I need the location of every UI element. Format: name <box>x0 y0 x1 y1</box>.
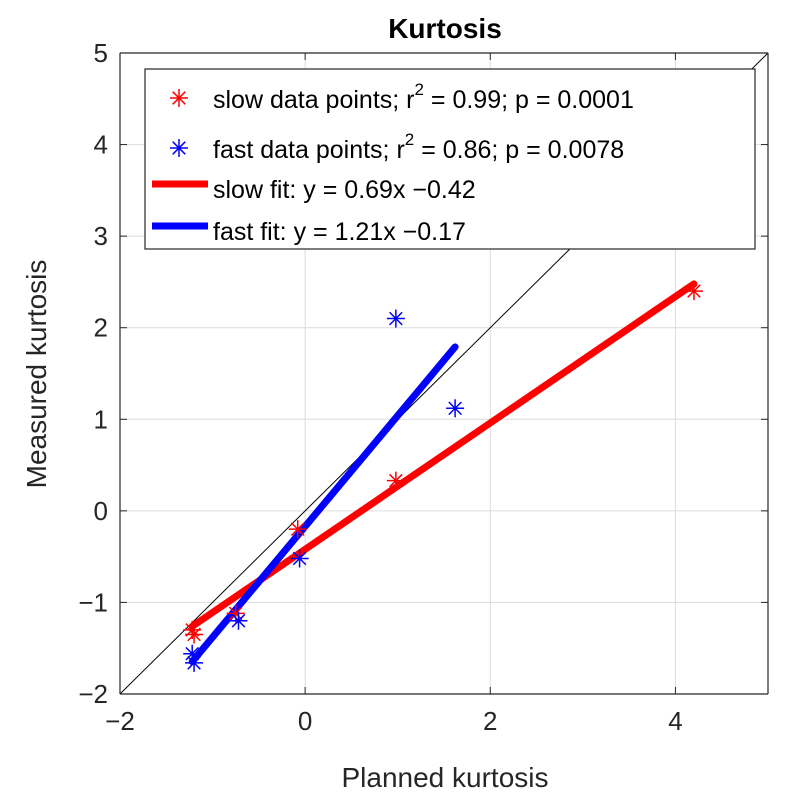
legend-entry-1-stats: = 0.86; p = 0.0078 <box>414 136 624 164</box>
legend-box <box>144 68 756 250</box>
fast-data-point-2 <box>229 611 248 630</box>
x-tick-label-3: 4 <box>668 706 682 736</box>
x-axis-label: Planned kurtosis <box>341 762 548 793</box>
fast-data-point-4 <box>386 309 405 328</box>
legend-entry-0-stats: = 0.99; p = 0.0001 <box>424 86 634 114</box>
y-tick-label-3: 1 <box>94 404 108 434</box>
y-tick-label-6: 4 <box>94 130 108 160</box>
slow-data-point-1 <box>185 625 204 644</box>
y-axis-label: Measured kurtosis <box>21 260 52 489</box>
fast-data-point-1 <box>185 653 204 672</box>
legend-entry-1-superscript: 2 <box>405 130 414 149</box>
legend-entry-2-text: slow fit: y = 0.69x −0.42 <box>213 176 476 204</box>
legend-slow-marker <box>170 89 188 107</box>
legend: slow data points; r2 = 0.99; p = 0.0001f… <box>144 68 756 250</box>
legend-entry-3: fast fit: y = 1.21x −0.17 <box>213 218 466 246</box>
slow-data-point-3 <box>288 520 307 539</box>
y-tick-label-4: 2 <box>94 313 108 343</box>
chart-title: Kurtosis <box>388 13 502 44</box>
x-tick-label-1: 0 <box>298 706 312 736</box>
legend-entry-0-text: slow data points; r <box>213 86 415 114</box>
slow-data-point-2 <box>226 604 245 623</box>
y-tick-label-1: −1 <box>78 587 108 617</box>
x-tick-label-0: −2 <box>105 706 135 736</box>
slow-data-point-5 <box>684 282 703 301</box>
y-tick-label-2: 0 <box>94 496 108 526</box>
x-tick-label-2: 2 <box>483 706 497 736</box>
legend-entry-3-text: fast fit: y = 1.21x −0.17 <box>213 218 466 246</box>
axes <box>119 52 769 695</box>
legend-entry-2: slow fit: y = 0.69x −0.42 <box>213 176 476 204</box>
fast-data-point-0 <box>183 644 202 663</box>
fast-fit-line <box>188 343 459 666</box>
data-points <box>183 282 703 672</box>
y-tick-label-7: 5 <box>94 38 108 68</box>
fast-data-point-5 <box>446 399 465 418</box>
slow-fit-line <box>188 280 698 630</box>
tick-labels: −2 0 2 4 −2 −1 0 1 2 3 4 5 <box>78 38 682 736</box>
y-tick-label-0: −2 <box>78 679 108 709</box>
legend-entry-0: slow data points; r2 = 0.99; p = 0.0001 <box>213 80 634 114</box>
legend-entry-1: fast data points; r2 = 0.86; p = 0.0078 <box>213 130 624 164</box>
fit-lines <box>188 280 698 666</box>
slow-data-point-4 <box>386 471 405 490</box>
y-tick-label-5: 3 <box>94 221 108 251</box>
legend-entry-0-superscript: 2 <box>415 80 424 99</box>
fast-data-point-3 <box>290 549 309 568</box>
legend-fast-marker <box>170 139 188 157</box>
legend-entry-1-text: fast data points; r <box>213 136 405 164</box>
